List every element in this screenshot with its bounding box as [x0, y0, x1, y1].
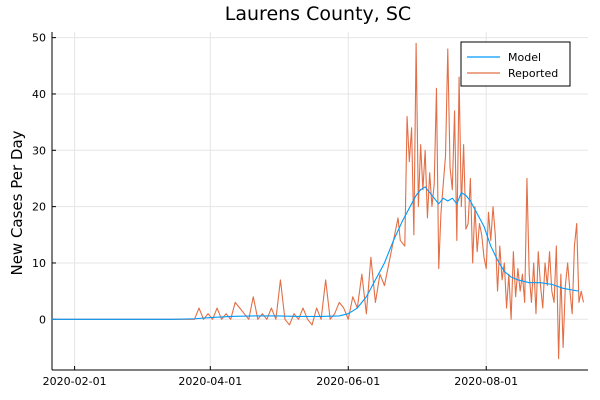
y-tick-label: 40 [32, 88, 46, 101]
grid [52, 32, 588, 370]
series-line-model [52, 186, 580, 320]
chart-title: Laurens County, SC [225, 3, 411, 25]
y-tick-label: 30 [32, 144, 46, 157]
legend-box [460, 41, 571, 87]
x-tick-label: 2020-02-01 [43, 375, 107, 388]
y-tick-label: 20 [32, 201, 46, 214]
series-line-reported [52, 42, 585, 360]
axes: 0 10 20 30 40 50 2020-02-01 2020-04-01 2020-06-0… [32, 32, 588, 388]
y-axis-label: New Cases Per Day [8, 130, 26, 275]
x-tick-label: 2020-06-01 [316, 375, 380, 388]
y-tick-label: 50 [32, 32, 46, 45]
series-lines [52, 42, 585, 360]
legend-label-reported: Reported [508, 67, 558, 80]
x-tick-label: 2020-08-01 [454, 375, 518, 388]
legend: Model Reported [460, 41, 571, 87]
x-tick-label: 2020-04-01 [178, 375, 242, 388]
legend-label-model: Model [508, 51, 541, 64]
y-tick-label: 10 [32, 257, 46, 270]
y-tick-label: 0 [39, 313, 46, 326]
